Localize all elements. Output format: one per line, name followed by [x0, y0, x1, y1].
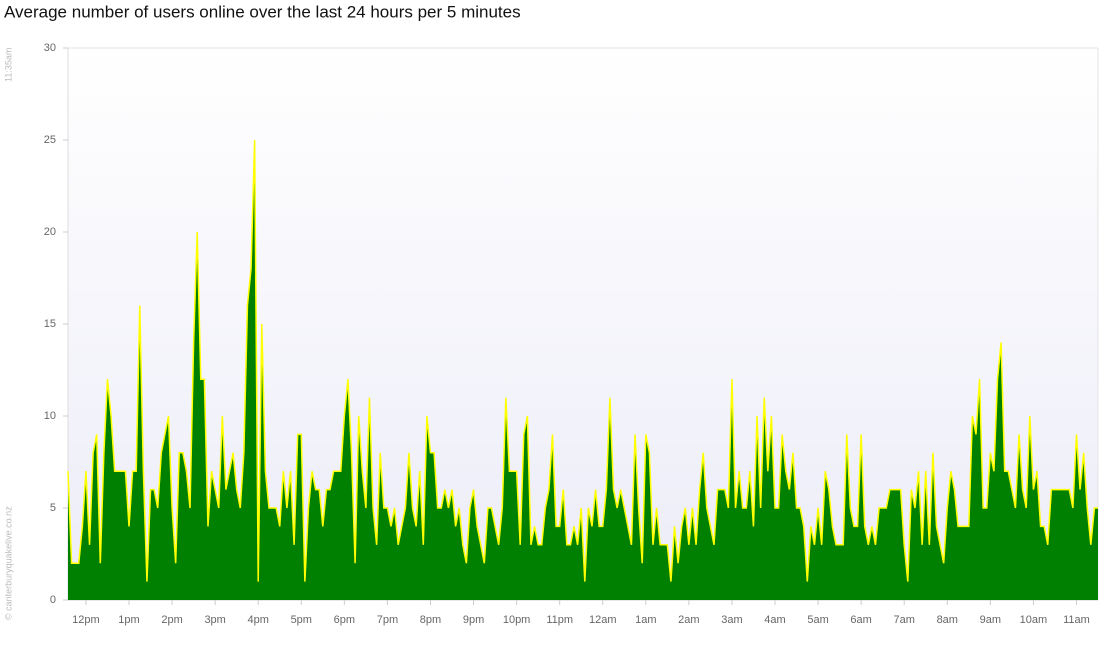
- y-tick-label: 25: [44, 134, 56, 146]
- y-tick-label: 5: [50, 502, 56, 514]
- x-tick-label: 6am: [850, 614, 871, 626]
- line: [67, 139, 1098, 582]
- x-tick-label: 7am: [893, 614, 914, 626]
- x-tick-label: 2am: [678, 614, 699, 626]
- area: [68, 140, 1098, 600]
- x-tick-label: 8pm: [420, 614, 441, 626]
- chart-title: Average number of users online over the …: [4, 2, 521, 21]
- x-tick-label: 1pm: [118, 614, 139, 626]
- x-tick-label: 12pm: [72, 614, 100, 626]
- x-tick-label: 1am: [635, 614, 656, 626]
- x-tick-label: 6pm: [334, 614, 355, 626]
- x-tick-label: 3pm: [204, 614, 225, 626]
- x-tick-label: 7pm: [377, 614, 398, 626]
- x-tick-label: 4am: [764, 614, 785, 626]
- y-tick-label: 20: [44, 226, 56, 238]
- x-tick-label: 2pm: [161, 614, 182, 626]
- x-tick-label: 9pm: [463, 614, 484, 626]
- x-tick-label: 8am: [937, 614, 958, 626]
- y-tick-label: 10: [44, 410, 56, 422]
- credit: © canterburyquakelive.co.nz: [3, 506, 13, 620]
- y-tick-label: 0: [50, 594, 56, 606]
- y-tick-label: 30: [44, 42, 56, 54]
- y-tick-label: 15: [44, 318, 56, 330]
- x-tick-label: 9am: [980, 614, 1001, 626]
- x-tick-label: 5pm: [291, 614, 312, 626]
- x-tick-label: 3am: [721, 614, 742, 626]
- x-tick-label: 12am: [589, 614, 617, 626]
- timestamp: 11:35am: [3, 48, 13, 82]
- x-tick-label: 10am: [1020, 614, 1048, 626]
- x-tick-label: 4pm: [248, 614, 269, 626]
- x-tick-label: 11pm: [546, 614, 573, 626]
- x-tick-label: 5am: [807, 614, 828, 626]
- x-tick-label: 11am: [1063, 614, 1090, 626]
- x-tick-label: 10pm: [503, 614, 531, 626]
